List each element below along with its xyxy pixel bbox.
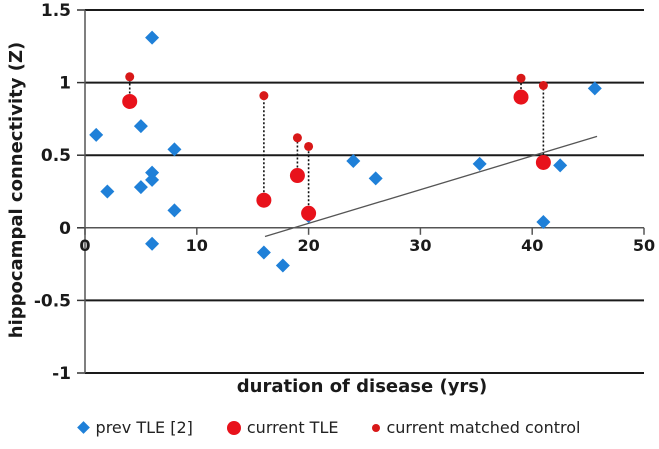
x-tick-labels: 0 10 20 30 40 50 bbox=[79, 236, 655, 255]
legend-item-prev-tle: prev TLE [2] bbox=[76, 418, 193, 437]
trendline-group bbox=[264, 135, 598, 238]
matched-control-point bbox=[538, 81, 548, 91]
prev-tle-point bbox=[346, 154, 361, 169]
legend-label: prev TLE [2] bbox=[95, 418, 193, 437]
legend-label: current TLE bbox=[246, 418, 339, 437]
trendline bbox=[264, 135, 598, 238]
current-tle-point bbox=[256, 192, 272, 208]
prev-tle-point bbox=[536, 214, 551, 229]
prev-tle-point bbox=[587, 81, 602, 96]
y-tick-label: 1 bbox=[59, 74, 71, 94]
current-tle-point bbox=[535, 154, 551, 170]
prev-tle-point bbox=[553, 158, 568, 173]
matched-control-point bbox=[125, 72, 135, 82]
legend-item-current-tle: current TLE bbox=[226, 418, 339, 437]
x-tick-label: 0 bbox=[79, 236, 90, 255]
matched-control-point bbox=[516, 73, 526, 83]
large-circle-marker-icon bbox=[226, 420, 241, 435]
legend-label: current matched control bbox=[386, 418, 581, 437]
data-points bbox=[89, 30, 602, 273]
prev-tle-point bbox=[145, 165, 160, 180]
prev-tle-point bbox=[167, 142, 182, 157]
y-tick-label: -0.5 bbox=[34, 291, 71, 311]
prev-tle-point bbox=[256, 245, 271, 260]
prev-tle-point bbox=[368, 171, 383, 186]
current-tle-point bbox=[301, 205, 317, 221]
x-tick-label: 20 bbox=[297, 236, 319, 255]
prev-tle-point bbox=[133, 180, 148, 195]
prev-tle-point bbox=[275, 258, 290, 273]
prev-tle-point bbox=[167, 203, 182, 218]
x-axis-title: duration of disease (yrs) bbox=[237, 376, 488, 397]
y-tick-label: 0 bbox=[59, 219, 71, 239]
matched-control-point bbox=[304, 141, 314, 151]
prev-tle-point bbox=[145, 30, 160, 45]
prev-tle-point bbox=[89, 127, 104, 142]
prev-tle-point bbox=[145, 236, 160, 251]
x-tick-label: 40 bbox=[521, 236, 543, 255]
gridlines bbox=[85, 9, 644, 374]
y-tick-label: 1.5 bbox=[41, 1, 71, 21]
prev-tle-point bbox=[472, 156, 487, 171]
y-axis-title: hippocampal connectivity (Z) bbox=[6, 42, 27, 339]
y-tick-label: -1 bbox=[52, 364, 71, 384]
x-tick-label: 30 bbox=[409, 236, 431, 255]
current-tle-point bbox=[513, 89, 529, 105]
prev-tle-point bbox=[100, 184, 115, 199]
y-tick-labels: -1 -0.5 0 0.5 1 1.5 bbox=[34, 1, 71, 384]
current-tle-point bbox=[289, 168, 305, 184]
prev-tle-point bbox=[145, 172, 160, 187]
matched-control-point bbox=[259, 91, 269, 101]
prev-tle-point bbox=[133, 119, 148, 134]
x-tick-label: 10 bbox=[186, 236, 208, 255]
y-tick-label: 0.5 bbox=[41, 146, 71, 166]
diamond-marker-icon bbox=[76, 421, 90, 434]
pair-connectors bbox=[128, 76, 545, 214]
legend-item-matched-control: current matched control bbox=[372, 418, 580, 437]
small-circle-marker-icon bbox=[372, 423, 381, 432]
matched-control-point bbox=[292, 133, 302, 143]
current-tle-point bbox=[122, 93, 138, 109]
x-tick-label: 50 bbox=[633, 236, 655, 255]
legend: prev TLE [2] current TLE current matched… bbox=[0, 418, 659, 437]
axes bbox=[77, 9, 645, 374]
